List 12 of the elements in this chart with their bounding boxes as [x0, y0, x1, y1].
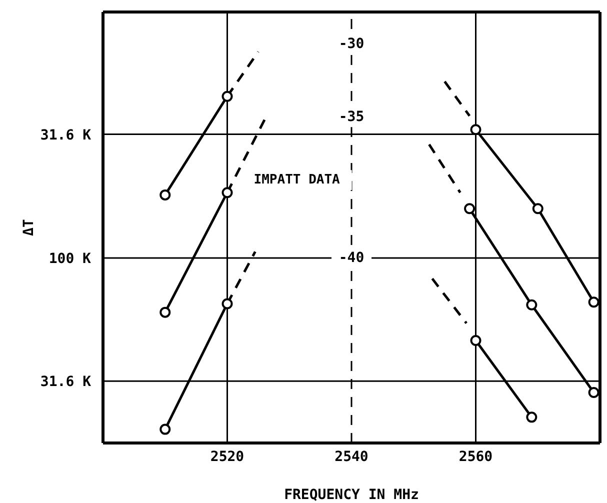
ref-line-label: 100 K [48, 250, 92, 267]
x-tick-label: 2520 [210, 448, 244, 465]
annotation: IMPATT DATA [254, 172, 340, 188]
x-axis-title: FREQUENCY IN MHz [284, 487, 419, 503]
ref-line-label: 31.6 K [40, 374, 92, 390]
annotation: -35 [338, 109, 364, 126]
annotation: -30 [338, 36, 364, 52]
x-tick-label: 2560 [458, 448, 493, 465]
ref-line-label: 31.6 K [40, 127, 92, 144]
y-axis-title: ΔT [20, 219, 37, 236]
x-tick-label: 2540 [334, 448, 368, 465]
annotation: -40 [338, 250, 364, 266]
